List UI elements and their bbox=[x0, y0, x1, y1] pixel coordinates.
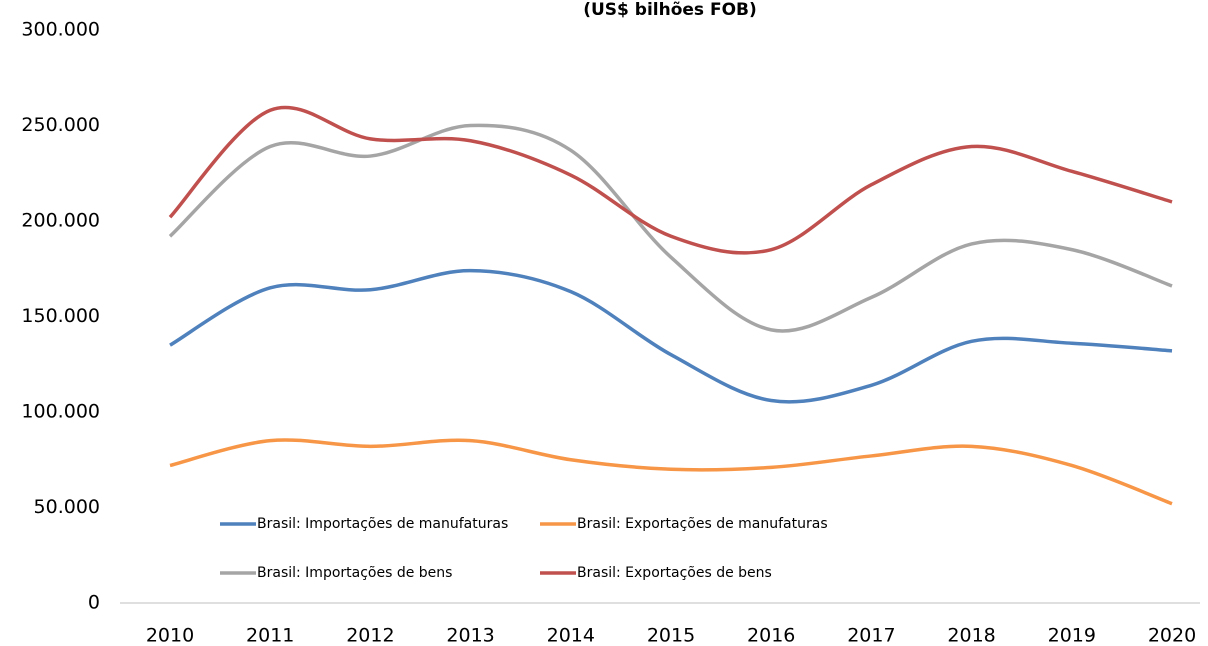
legend-label: Brasil: Importações de manufaturas bbox=[257, 516, 508, 532]
y-tick-label: 100.000 bbox=[21, 401, 100, 423]
y-tick-label: 50.000 bbox=[34, 496, 100, 518]
x-tick-label: 2013 bbox=[446, 625, 494, 646]
legend-label: Brasil: Exportações de bens bbox=[577, 565, 772, 581]
x-tick-label: 2014 bbox=[547, 625, 595, 646]
x-tick-label: 2019 bbox=[1048, 625, 1096, 646]
x-tick-label: 2012 bbox=[346, 625, 394, 646]
y-tick-label: 300.000 bbox=[21, 19, 100, 41]
series-line bbox=[169, 438, 1173, 506]
y-tick-label: 200.000 bbox=[21, 210, 100, 232]
x-tick-label: 2017 bbox=[847, 625, 895, 646]
legend-label: Brasil: Importações de bens bbox=[257, 565, 452, 581]
x-tick-label: 2018 bbox=[947, 625, 995, 646]
x-tick-label: 2015 bbox=[647, 625, 695, 646]
x-tick-label: 2016 bbox=[747, 625, 795, 646]
y-tick-label: 150.000 bbox=[21, 305, 100, 327]
series-line bbox=[168, 123, 1173, 333]
series-line bbox=[169, 268, 1173, 404]
x-tick-label: 2011 bbox=[246, 625, 294, 646]
legend-label: Brasil: Exportações de manufaturas bbox=[577, 516, 828, 532]
y-tick-label: 0 bbox=[88, 592, 100, 614]
y-tick-label: 250.000 bbox=[21, 114, 100, 136]
series-line bbox=[168, 105, 1173, 255]
x-tick-label: 2010 bbox=[146, 625, 194, 646]
x-tick-label: 2020 bbox=[1148, 625, 1196, 646]
chart-title: (US$ bilhões FOB) bbox=[583, 0, 757, 20]
